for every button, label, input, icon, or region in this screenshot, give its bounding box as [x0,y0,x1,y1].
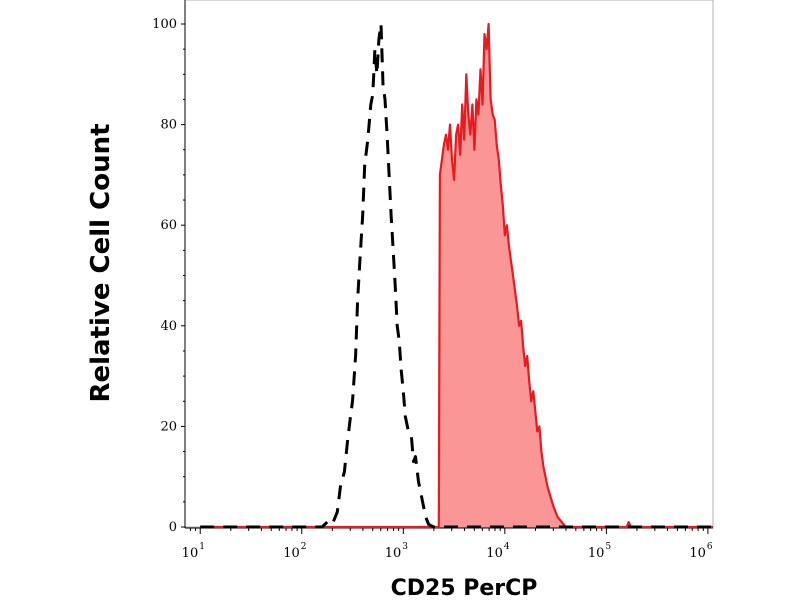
x-tick-base: 10 [486,546,503,561]
y-tick-label: 80 [160,118,177,133]
x-tick-exponent: 4 [504,542,510,552]
x-tick-exponent: 5 [605,542,611,552]
x-tick-base: 10 [182,546,199,561]
x-tick-exponent: 1 [199,542,205,552]
series-layer [200,22,713,529]
y-tick-label: 100 [152,17,177,32]
x-axis: 10 1 10 2 10 3 10 4 10 5 10 6 [182,528,713,561]
series-line-control [200,22,713,529]
series-line-cd25-percp-stained [200,22,713,529]
x-tick-base: 10 [689,546,706,561]
x-tick-base: 10 [588,546,605,561]
y-tick-label: 40 [160,319,177,334]
x-tick-exponent: 2 [301,542,307,552]
y-axis: 0 20 40 60 80 100 [152,17,185,535]
x-axis-title: CD25 PerCP [391,576,538,600]
series-fill-cd25-percp-stained [200,24,713,527]
y-tick-label: 60 [160,218,177,233]
y-axis-title: Relative Cell Count [86,123,116,402]
x-tick-exponent: 3 [402,542,408,552]
y-tick-label: 20 [160,419,177,434]
x-tick-base: 10 [283,546,300,561]
y-tick-label: 0 [169,520,177,535]
x-tick-base: 10 [385,546,402,561]
x-tick-exponent: 6 [707,542,713,552]
